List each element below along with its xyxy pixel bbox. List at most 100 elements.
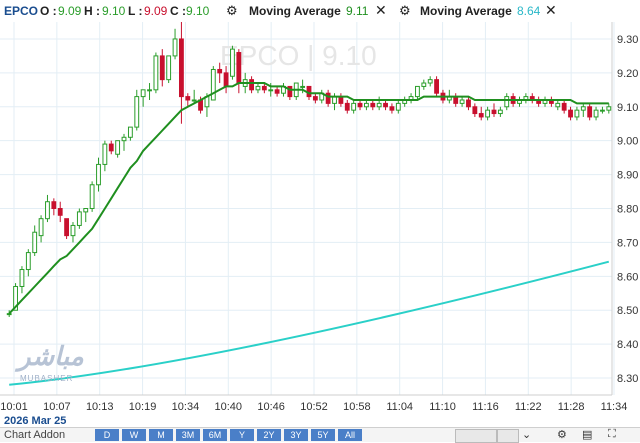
range-button-3y[interactable]: 3Y bbox=[284, 429, 308, 441]
candle-body bbox=[421, 82, 427, 87]
candle-body bbox=[459, 99, 465, 104]
x-tick-label: 10:40 bbox=[215, 401, 243, 413]
candle-body bbox=[383, 102, 388, 108]
ma2-value: 8.64 bbox=[517, 4, 541, 18]
range-button-6m[interactable]: 6M bbox=[203, 429, 227, 441]
candle-body bbox=[38, 218, 44, 237]
close-value: 9.10 bbox=[186, 4, 210, 18]
x-tick-label: 11:04 bbox=[386, 401, 413, 413]
candle-body bbox=[159, 55, 165, 81]
candle-body bbox=[191, 99, 197, 102]
ma2-line bbox=[9, 260, 610, 386]
candle-body bbox=[338, 96, 344, 104]
chevron-down-icon[interactable]: ⌄ bbox=[522, 429, 532, 441]
candle-body bbox=[344, 102, 350, 111]
x-tick-label: 11:22 bbox=[515, 401, 542, 413]
close-icon[interactable]: ✕ bbox=[545, 2, 557, 18]
symbol-watermark: EPCO | 9.10 bbox=[220, 40, 377, 71]
candle-body bbox=[555, 102, 561, 108]
x-tick-label: 11:16 bbox=[472, 401, 499, 413]
range-button-3m[interactable]: 3M bbox=[176, 429, 200, 441]
low-value: 9.09 bbox=[144, 4, 168, 18]
bottom-toolbar: Chart Addon D W M 3M 6M Y 2Y 3Y 5Y All ⌄ ⚙ ▤ ⛶ bbox=[0, 427, 640, 443]
candle-body bbox=[51, 201, 57, 210]
x-tick-label: 10:01 bbox=[0, 401, 28, 413]
y-tick-label: 9.00 bbox=[617, 136, 638, 148]
candle-body bbox=[357, 102, 363, 108]
candle-body bbox=[134, 96, 140, 128]
candle-body bbox=[217, 68, 223, 74]
range-button-5y[interactable]: 5Y bbox=[311, 429, 335, 441]
x-tick-label: 10:34 bbox=[172, 401, 200, 413]
candle-body bbox=[376, 102, 382, 108]
x-tick-label: 10:07 bbox=[43, 401, 71, 413]
candle-body bbox=[351, 102, 357, 111]
symbol-label: EPCO bbox=[4, 4, 39, 18]
candle-body bbox=[147, 89, 152, 92]
candle-body bbox=[600, 109, 605, 112]
watermark-arabic: مباشر bbox=[18, 342, 84, 372]
candle-body bbox=[370, 102, 376, 108]
range-button-2y[interactable]: 2Y bbox=[257, 429, 281, 441]
high-label: H : bbox=[84, 4, 100, 18]
candle-body bbox=[268, 89, 274, 92]
open-label: O : bbox=[40, 4, 57, 18]
range-button-w[interactable]: W bbox=[122, 429, 146, 441]
candle-body bbox=[497, 109, 503, 115]
candle-body bbox=[580, 106, 586, 111]
candle-body bbox=[76, 211, 82, 226]
candle-body bbox=[223, 72, 229, 87]
candle-body bbox=[57, 208, 63, 216]
chart-addon-button[interactable]: Chart Addon bbox=[4, 429, 66, 441]
candle-body bbox=[261, 85, 267, 91]
candle-body bbox=[427, 79, 433, 84]
x-tick-label: 10:13 bbox=[86, 401, 114, 413]
candle-body bbox=[395, 102, 401, 111]
fullscreen-icon[interactable]: ⛶ bbox=[608, 428, 616, 440]
chart-type-icon[interactable]: ▤ bbox=[582, 429, 593, 441]
candle-body bbox=[19, 269, 25, 287]
watermark-english: MUBASHER bbox=[20, 374, 74, 383]
candle-body bbox=[274, 89, 280, 94]
candle-body bbox=[255, 85, 261, 91]
range-button-d[interactable]: D bbox=[95, 429, 119, 441]
candle-body bbox=[466, 99, 471, 108]
candle-body bbox=[389, 106, 395, 111]
ma2-label: Moving Average bbox=[420, 4, 512, 18]
y-tick-label: 8.80 bbox=[617, 204, 638, 216]
candle-body bbox=[121, 136, 127, 142]
high-value: 9.10 bbox=[102, 4, 126, 18]
candle-body bbox=[6, 313, 12, 316]
candle-body bbox=[587, 106, 593, 118]
x-tick-label: 10:52 bbox=[300, 401, 328, 413]
y-tick-label: 8.30 bbox=[617, 373, 638, 385]
range-button-all[interactable]: All bbox=[338, 429, 362, 441]
candle-body bbox=[45, 201, 50, 220]
x-tick-label: 10:46 bbox=[257, 401, 285, 413]
settings-icon[interactable]: ⚙ bbox=[557, 429, 567, 441]
gear-icon[interactable]: ⚙ bbox=[226, 3, 238, 18]
candle-body bbox=[236, 52, 242, 84]
candle-body bbox=[210, 68, 216, 101]
range-button-y[interactable]: Y bbox=[230, 429, 254, 441]
x-tick-label: 10:19 bbox=[129, 401, 157, 413]
candle-body bbox=[115, 140, 121, 155]
candle-body bbox=[574, 109, 580, 118]
candle-body bbox=[606, 106, 612, 111]
candle-body bbox=[332, 96, 337, 104]
candle-body bbox=[593, 109, 599, 118]
candle-body bbox=[185, 96, 191, 101]
y-tick-label: 9.10 bbox=[617, 102, 638, 114]
x-tick-label: 10:58 bbox=[343, 401, 371, 413]
candle-body bbox=[485, 109, 491, 118]
range-button-m[interactable]: M bbox=[149, 429, 173, 441]
close-icon[interactable]: ✕ bbox=[375, 2, 387, 18]
candle-body bbox=[230, 48, 235, 77]
gear-icon[interactable]: ⚙ bbox=[399, 3, 411, 18]
candle-body bbox=[25, 252, 31, 271]
candle-body bbox=[363, 102, 369, 108]
y-tick-label: 9.20 bbox=[617, 68, 638, 80]
ma1-line bbox=[8, 82, 609, 315]
candle-body bbox=[300, 85, 306, 88]
